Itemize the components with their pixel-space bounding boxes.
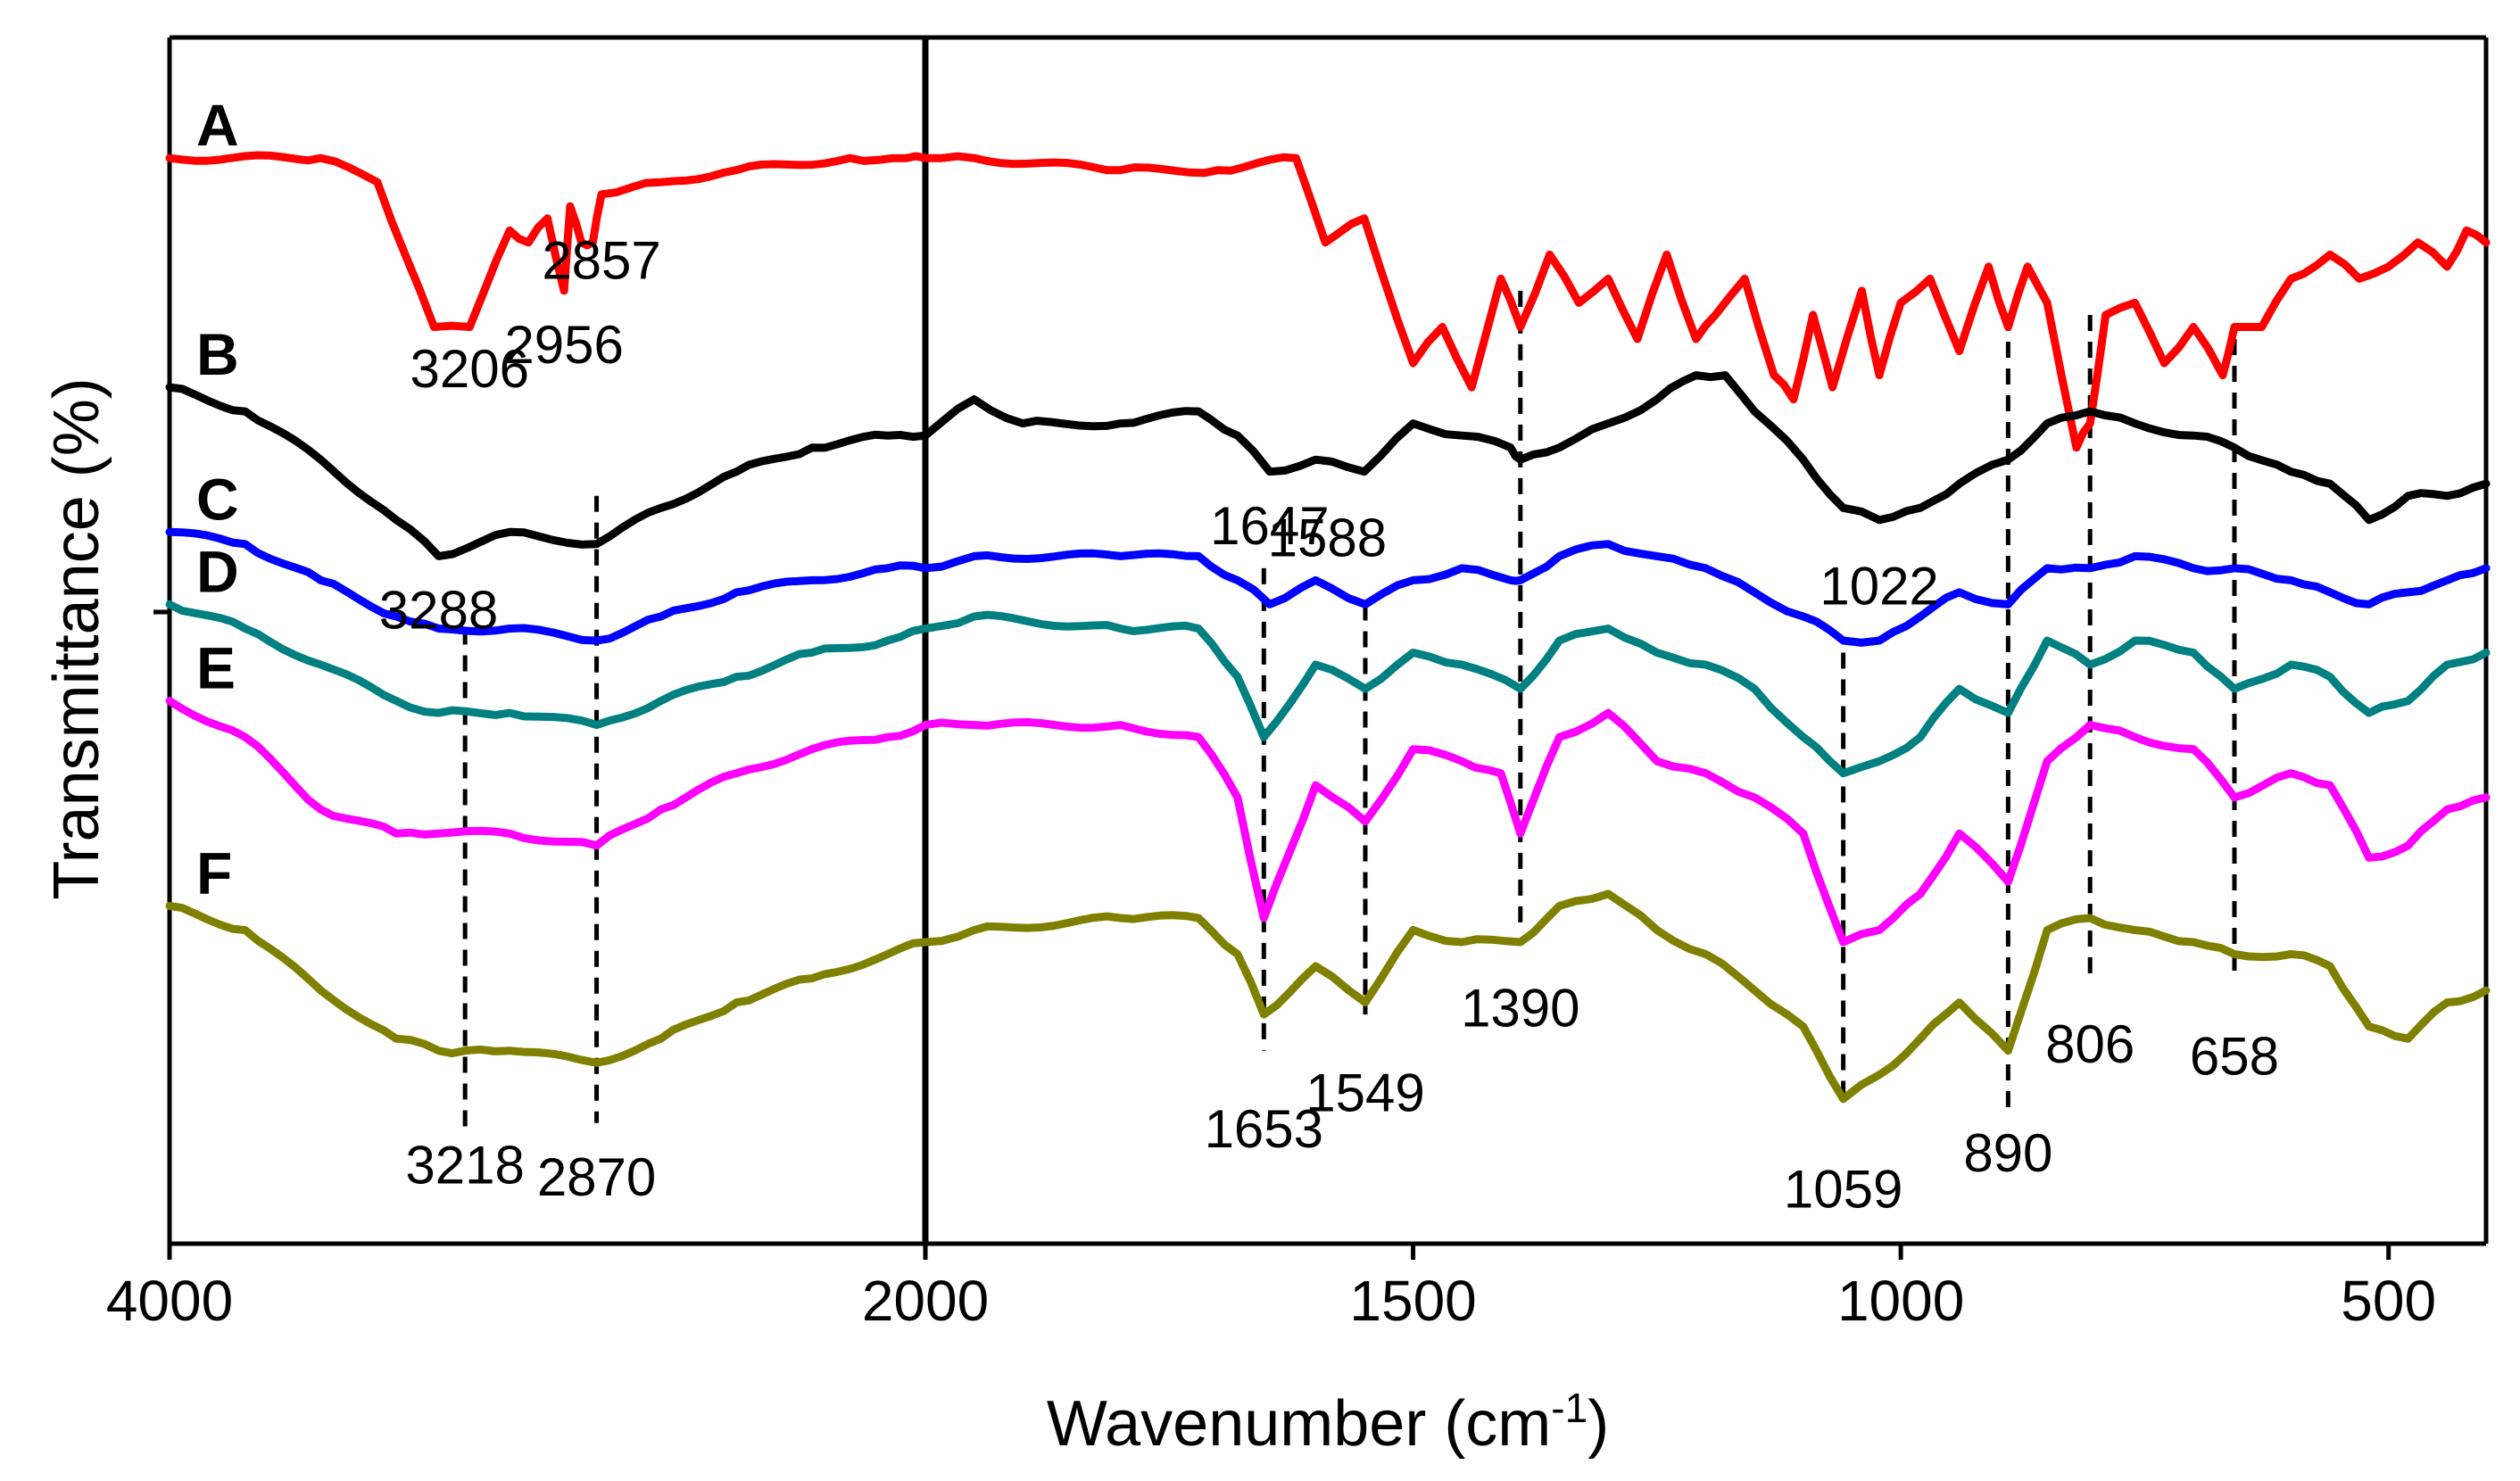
y-axis-title: Transmittance (%) [41, 377, 112, 899]
peak-label: 1647 [1210, 496, 1329, 556]
peak-label: 806 [2045, 1014, 2135, 1074]
series-line-c [165, 527, 2491, 647]
x-tick-label: 1000 [1837, 1269, 1964, 1333]
spectra [165, 151, 2491, 1104]
peak-label: 1059 [1784, 1159, 1902, 1219]
peak-label: 3288 [379, 580, 498, 640]
peak-label: 2870 [537, 1147, 656, 1207]
peak-label: 3218 [405, 1135, 524, 1195]
series-line-e [165, 697, 2491, 947]
x-tick-label: 2000 [862, 1269, 989, 1333]
series-label-c: C [196, 466, 239, 532]
x-tick-label: 500 [2341, 1269, 2436, 1333]
series-line-f [165, 889, 2491, 1104]
series-label-a: A [196, 92, 239, 158]
peak-label: 1549 [1306, 1063, 1424, 1122]
peak-label: 3206 [410, 339, 529, 399]
peak-label: 1588 [1268, 508, 1387, 567]
x-tick-label: 1500 [1349, 1269, 1476, 1333]
x-axis-title: Wavenumber (cm-1) [1047, 1385, 1609, 1460]
peak-label: 890 [1963, 1123, 2052, 1183]
x-ticks: 4000 2000 1500 1000 500 [106, 1244, 2436, 1333]
series-line-d [165, 600, 2491, 778]
peak-label: 1390 [1461, 979, 1579, 1038]
series-label-d: D [196, 538, 239, 604]
peak-label: 1022 [1820, 556, 1938, 616]
series-label-e: E [196, 635, 236, 701]
series-label-b: B [196, 321, 239, 387]
x-tick-label: 4000 [106, 1269, 233, 1333]
series-line-a [165, 151, 2491, 452]
series-line-b [165, 371, 2491, 560]
peak-label: 1653 [1205, 1099, 1323, 1159]
peak-label: 2857 [542, 230, 660, 290]
series-label-f: F [196, 840, 232, 906]
peak-label: 2956 [504, 315, 623, 375]
series-labels: A B CDE F [196, 92, 239, 906]
peak-label: 658 [2190, 1027, 2279, 1087]
